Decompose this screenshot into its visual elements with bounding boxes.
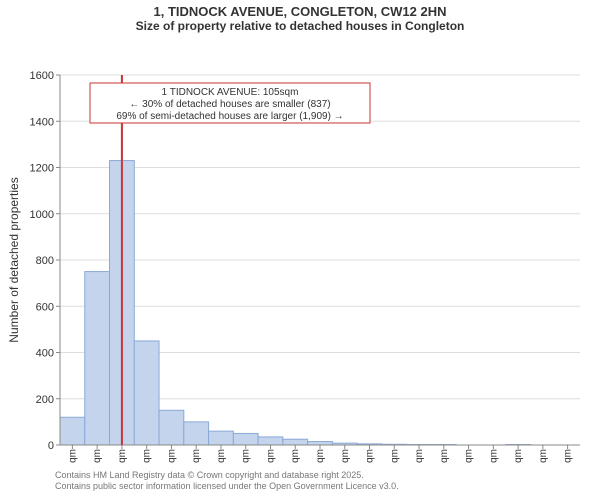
svg-text:377sqm: 377sqm — [290, 449, 301, 463]
svg-text:105sqm: 105sqm — [117, 449, 128, 463]
y-axis-label: Number of detached properties — [7, 177, 21, 342]
annotation-line-2: ← 30% of detached houses are smaller (83… — [129, 99, 330, 110]
svg-text:805sqm: 805sqm — [563, 449, 574, 463]
svg-text:338sqm: 338sqm — [265, 449, 276, 463]
svg-text:494sqm: 494sqm — [365, 449, 376, 463]
svg-text:766sqm: 766sqm — [538, 449, 549, 463]
svg-text:649sqm: 649sqm — [464, 449, 475, 463]
histogram-bar — [85, 272, 110, 445]
svg-text:183sqm: 183sqm — [166, 449, 177, 463]
svg-text:800: 800 — [36, 255, 54, 267]
footer-line-2: Contains public sector information licen… — [55, 481, 399, 492]
svg-text:1200: 1200 — [30, 163, 54, 175]
svg-text:200: 200 — [36, 394, 54, 406]
histogram-bar — [184, 422, 209, 445]
histogram-bar — [283, 439, 308, 445]
svg-text:1600: 1600 — [30, 70, 54, 82]
svg-text:600: 600 — [36, 301, 54, 313]
svg-text:610sqm: 610sqm — [439, 449, 450, 463]
footer-line-1: Contains HM Land Registry data © Crown c… — [55, 470, 399, 481]
histogram-bar — [308, 442, 333, 445]
svg-text:221sqm: 221sqm — [191, 449, 202, 463]
histogram-bar — [159, 410, 184, 445]
svg-text:27sqm: 27sqm — [67, 449, 78, 463]
chart-title-main: 1, TIDNOCK AVENUE, CONGLETON, CW12 2HN — [0, 4, 600, 19]
svg-text:66sqm: 66sqm — [92, 449, 103, 463]
svg-text:533sqm: 533sqm — [389, 449, 400, 463]
svg-text:1000: 1000 — [30, 209, 54, 221]
svg-text:688sqm: 688sqm — [488, 449, 499, 463]
svg-text:299sqm: 299sqm — [241, 449, 252, 463]
histogram-bar — [258, 437, 283, 445]
svg-text:400: 400 — [36, 348, 54, 360]
annotation-line-3: 69% of semi-detached houses are larger (… — [116, 111, 343, 122]
svg-text:0: 0 — [48, 440, 54, 452]
histogram-bar — [209, 431, 234, 445]
histogram-bar — [233, 433, 258, 445]
histogram-chart: 0 200 400 600 800 1000 1200 1400 1600 27sqm 66sqm 1… — [0, 33, 600, 463]
svg-text:144sqm: 144sqm — [142, 449, 153, 463]
svg-text:455sqm: 455sqm — [340, 449, 351, 463]
chart-title-sub: Size of property relative to detached ho… — [0, 19, 600, 33]
svg-text:1400: 1400 — [30, 116, 54, 128]
footer-attribution: Contains HM Land Registry data © Crown c… — [55, 470, 399, 492]
histogram-bar — [134, 341, 159, 445]
annotation-line-1: 1 TIDNOCK AVENUE: 105sqm — [162, 87, 299, 98]
histogram-bar — [60, 417, 85, 445]
svg-text:260sqm: 260sqm — [216, 449, 227, 463]
svg-text:727sqm: 727sqm — [513, 449, 524, 463]
svg-text:416sqm: 416sqm — [315, 449, 326, 463]
svg-text:571sqm: 571sqm — [414, 449, 425, 463]
